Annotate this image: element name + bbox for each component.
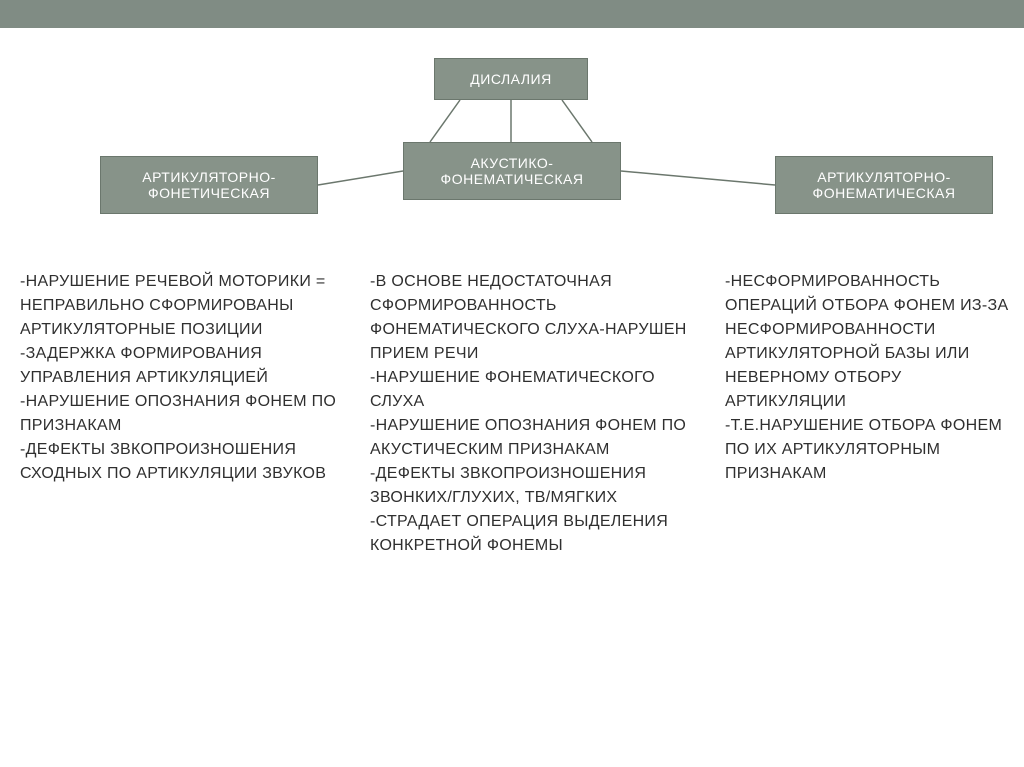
description-center: -В ОСНОВЕ НЕДОСТАТОЧНАЯ СФОРМИРОВАННОСТЬ… [370,270,700,558]
desc-item: -НАРУШЕНИЕ ОПОЗНАНИЯ ФОНЕМ ПО ПРИЗНАКАМ [20,390,350,438]
node-center: АКУСТИКО- ФОНЕМАТИЧЕСКАЯ [403,142,621,200]
desc-item: -ЗАДЕРЖКА ФОРМИРОВАНИЯ УПРАВЛЕНИЯ АРТИКУ… [20,342,350,390]
top-bar [0,0,1024,28]
desc-item: -ДЕФЕКТЫ ЗВКОПРОИЗНОШЕНИЯ ЗВОНКИХ/ГЛУХИХ… [370,462,700,510]
node-right: АРТИКУЛЯТОРНО- ФОНЕМАТИЧЕСКАЯ [775,156,993,214]
desc-item: -СТРАДАЕТ ОПЕРАЦИЯ ВЫДЕЛЕНИЯ КОНКРЕТНОЙ … [370,510,700,558]
desc-item: -ДЕФЕКТЫ ЗВКОПРОИЗНОШЕНИЯ СХОДНЫХ ПО АРТ… [20,438,350,486]
desc-item: -НАРУШЕНИЕ ФОНЕМАТИЧЕСКОГО СЛУХА [370,366,700,414]
description-right: -НЕСФОРМИРОВАННОСТЬ ОПЕРАЦИЙ ОТБОРА ФОНЕ… [725,270,1015,486]
node-left-label: АРТИКУЛЯТОРНО- ФОНЕТИЧЕСКАЯ [142,169,276,201]
description-left: -НАРУШЕНИЕ РЕЧЕВОЙ МОТОРИКИ = НЕПРАВИЛЬН… [20,270,350,486]
desc-item: -НАРУШЕНИЕ ОПОЗНАНИЯ ФОНЕМ ПО АКУСТИЧЕСК… [370,414,700,462]
node-root-label: ДИСЛАЛИЯ [470,71,551,87]
node-left: АРТИКУЛЯТОРНО- ФОНЕТИЧЕСКАЯ [100,156,318,214]
desc-item: -Т.Е.НАРУШЕНИЕ ОТБОРА ФОНЕМ ПО ИХ АРТИКУ… [725,414,1015,486]
node-root: ДИСЛАЛИЯ [434,58,588,100]
desc-item: -НАРУШЕНИЕ РЕЧЕВОЙ МОТОРИКИ = НЕПРАВИЛЬН… [20,270,350,342]
node-right-label: АРТИКУЛЯТОРНО- ФОНЕМАТИЧЕСКАЯ [813,169,956,201]
desc-item: -НЕСФОРМИРОВАННОСТЬ ОПЕРАЦИЙ ОТБОРА ФОНЕ… [725,270,1015,414]
desc-item: -В ОСНОВЕ НЕДОСТАТОЧНАЯ СФОРМИРОВАННОСТЬ… [370,270,700,366]
node-center-label: АКУСТИКО- ФОНЕМАТИЧЕСКАЯ [441,155,584,187]
